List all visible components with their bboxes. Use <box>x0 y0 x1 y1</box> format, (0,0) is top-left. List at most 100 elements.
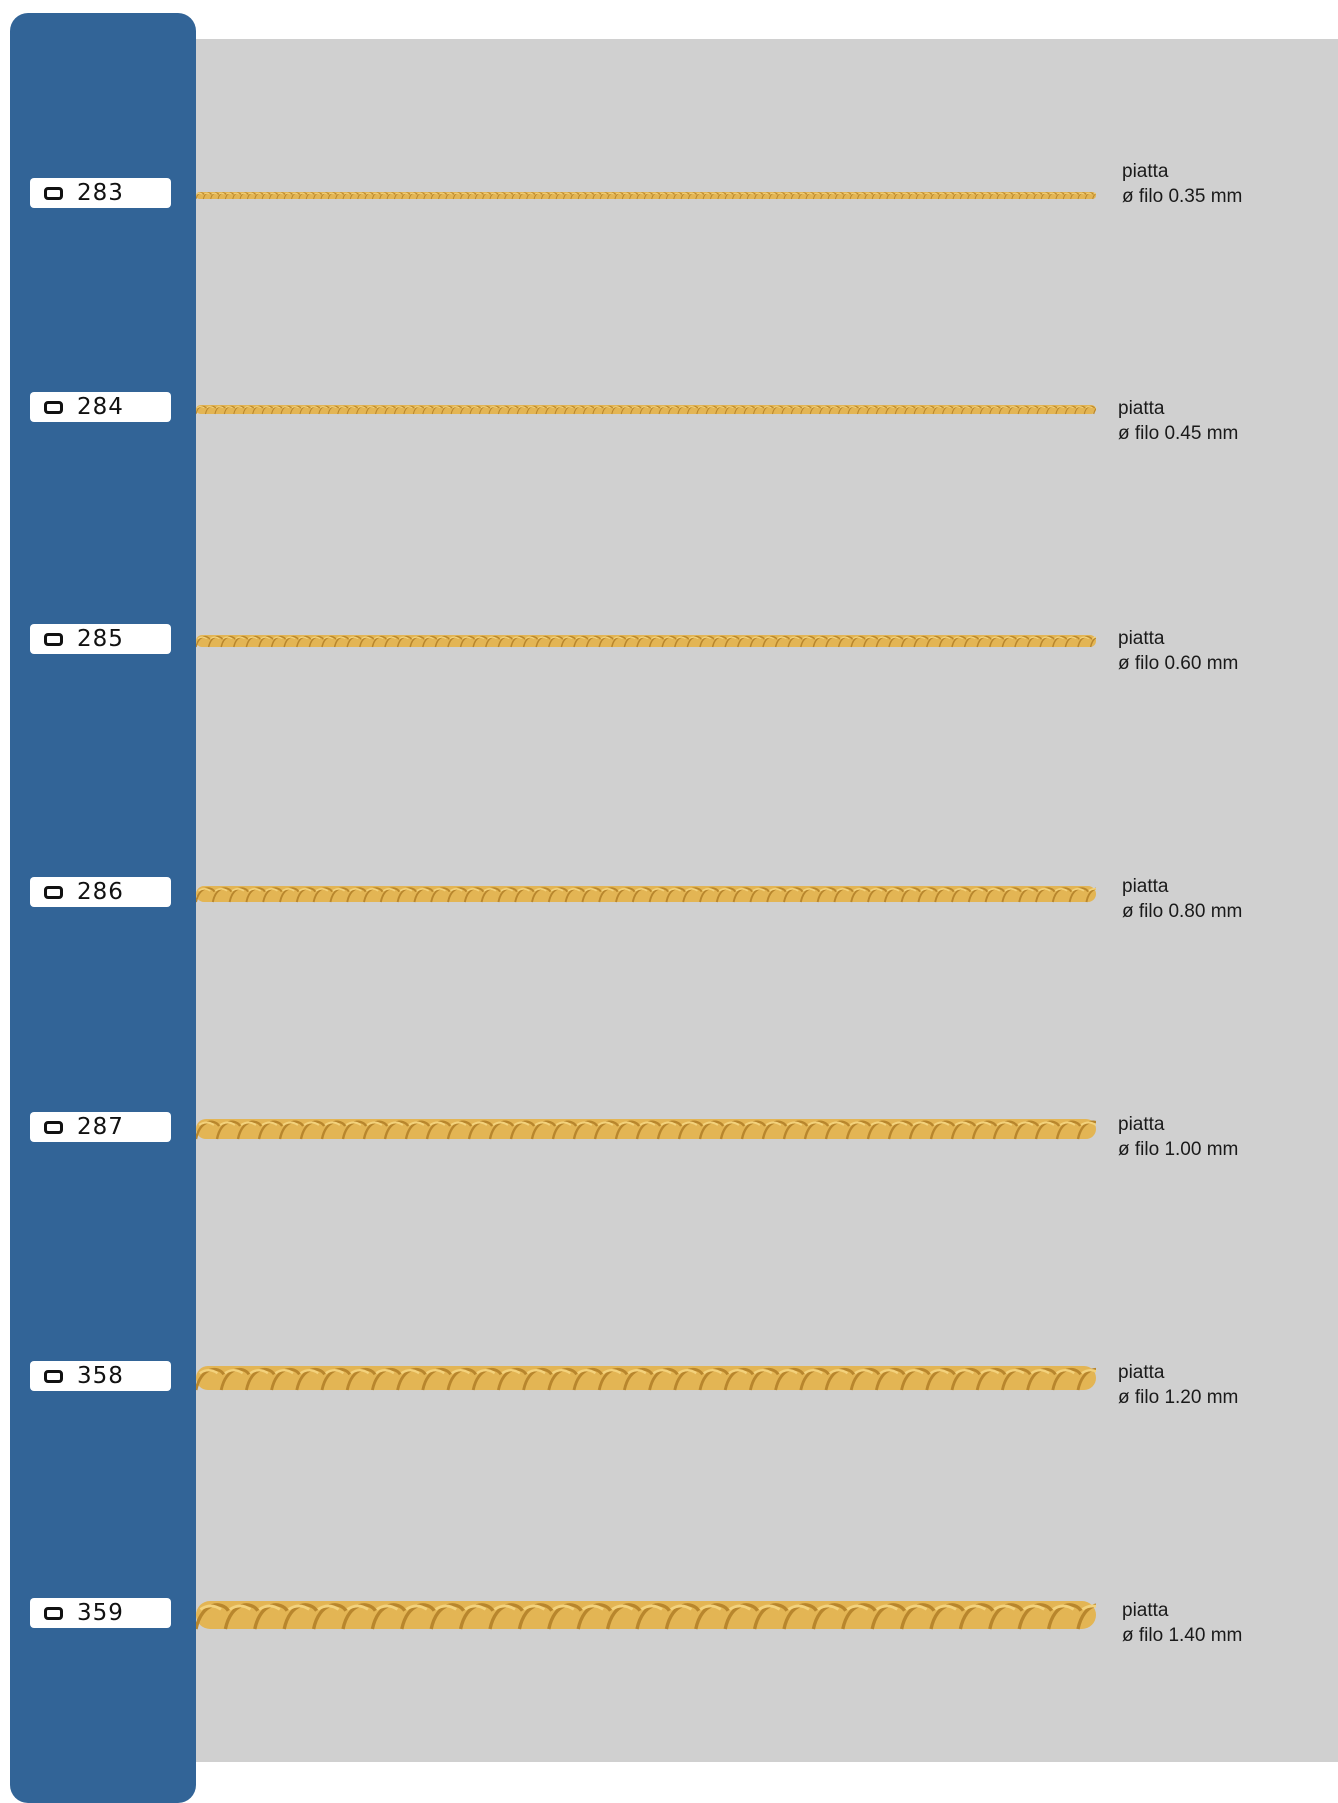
code-badge: 284 <box>30 392 171 422</box>
chain-highlight <box>222 636 233 640</box>
chain-highlight <box>1071 192 1078 195</box>
chain-highlight <box>627 1369 647 1375</box>
chain-highlight <box>726 636 737 640</box>
chain-highlight <box>555 1121 572 1126</box>
chain-highlight <box>461 405 469 408</box>
chain-highlight <box>584 888 598 892</box>
chain-highlight <box>307 192 313 195</box>
chain-highlight <box>382 888 396 892</box>
chain-highlight <box>411 636 422 640</box>
chain-highlight <box>400 1369 420 1375</box>
chain-highlight <box>432 192 438 195</box>
chain-highlight <box>625 636 636 640</box>
chain-highlight <box>454 192 460 195</box>
chain-highlight <box>640 1604 663 1611</box>
chain-highlight <box>199 1369 219 1375</box>
chain-highlight <box>601 192 607 195</box>
chain-highlight <box>651 636 661 640</box>
chain-highlight <box>234 405 243 408</box>
chain-row: 283 piatta ø filo 0.35 mm <box>0 161 1338 208</box>
chain-highlight <box>233 192 240 195</box>
chain-highlight <box>1027 192 1034 195</box>
chain-highlight <box>321 192 328 195</box>
chain-highlight <box>819 888 833 892</box>
chain-wire: ø filo 0.35 mm <box>1122 186 1243 207</box>
chain-highlight <box>299 1369 319 1375</box>
chain-highlight <box>726 192 732 195</box>
chain-highlight <box>329 192 335 195</box>
chain-highlight <box>462 636 472 640</box>
chain-highlight <box>975 1121 992 1126</box>
chain-highlight <box>1054 888 1068 892</box>
chain-highlight <box>811 405 819 408</box>
chain-highlight <box>358 192 365 195</box>
chain-highlight <box>423 405 432 408</box>
chain-highlight <box>461 192 468 195</box>
chain-highlight <box>740 192 747 195</box>
chain-highlight <box>970 888 984 892</box>
chain-highlight <box>206 405 214 408</box>
chain-highlight <box>915 405 923 408</box>
chain-highlight <box>987 888 1001 892</box>
chain-highlight <box>549 192 556 195</box>
chain-highlight <box>211 192 218 195</box>
chain-highlight <box>332 888 346 892</box>
chain-highlight <box>608 192 615 195</box>
chain-highlight <box>1029 636 1039 640</box>
chain-wire: ø filo 1.00 mm <box>1118 1139 1239 1160</box>
chain-highlight <box>1038 405 1046 408</box>
chain-highlight <box>611 1604 634 1611</box>
chain-highlight <box>219 1121 236 1126</box>
chain-highlight <box>343 192 350 195</box>
chain-wire: ø filo 1.20 mm <box>1118 1387 1239 1408</box>
chain-highlight <box>753 1369 773 1375</box>
chain-highlight <box>442 405 451 408</box>
chain-highlight <box>905 405 914 408</box>
chain-highlight <box>285 636 296 640</box>
chain-highlight <box>1020 192 1026 195</box>
chain-highlight <box>1042 192 1048 195</box>
chain-highlight <box>718 888 732 892</box>
chain-highlight <box>920 888 934 892</box>
chain-highlight <box>955 1369 975 1375</box>
chain-svg <box>196 1119 1096 1140</box>
chain-highlight <box>451 1369 471 1375</box>
chain-highlight <box>588 636 598 640</box>
chain-type: piatta <box>1118 398 1165 419</box>
chain-description: piatta ø filo 0.45 mm <box>1118 396 1238 446</box>
chain-highlight <box>623 192 629 195</box>
chain-highlight <box>751 636 762 640</box>
chain-highlight <box>1009 405 1018 408</box>
chain-highlight <box>373 192 379 195</box>
chain-highlight <box>696 192 703 195</box>
chain-highlight <box>961 192 967 195</box>
chain-highlight <box>527 192 534 195</box>
chain-highlight <box>827 636 838 640</box>
rounded-square-icon <box>44 885 63 899</box>
rounded-square-icon <box>44 1606 63 1620</box>
chain-highlight <box>1081 1604 1096 1611</box>
chain-highlight <box>877 636 888 640</box>
chain-highlight <box>1038 888 1051 892</box>
chain-type: piatta <box>1118 1114 1165 1135</box>
chain-highlight <box>638 636 649 640</box>
chain-highlight <box>688 405 696 408</box>
chain-highlight <box>1054 636 1064 640</box>
chain-highlight <box>1088 888 1096 892</box>
chain-highlight <box>196 192 203 195</box>
chain-highlight <box>953 192 960 195</box>
chain-image <box>196 191 1096 202</box>
chain-highlight <box>1056 192 1063 195</box>
chain-highlight <box>231 888 245 892</box>
chain-highlight <box>902 192 909 195</box>
code-badge: 359 <box>30 1598 171 1628</box>
chain-highlight <box>652 192 659 195</box>
chain-highlight <box>405 405 413 408</box>
chain-highlight <box>703 1369 723 1375</box>
chain-highlight <box>764 405 772 408</box>
chain-highlight <box>858 192 865 195</box>
chain-highlight <box>789 636 800 640</box>
chain-highlight <box>828 192 835 195</box>
chain-highlight <box>990 405 999 408</box>
chain-highlight <box>199 1604 222 1611</box>
